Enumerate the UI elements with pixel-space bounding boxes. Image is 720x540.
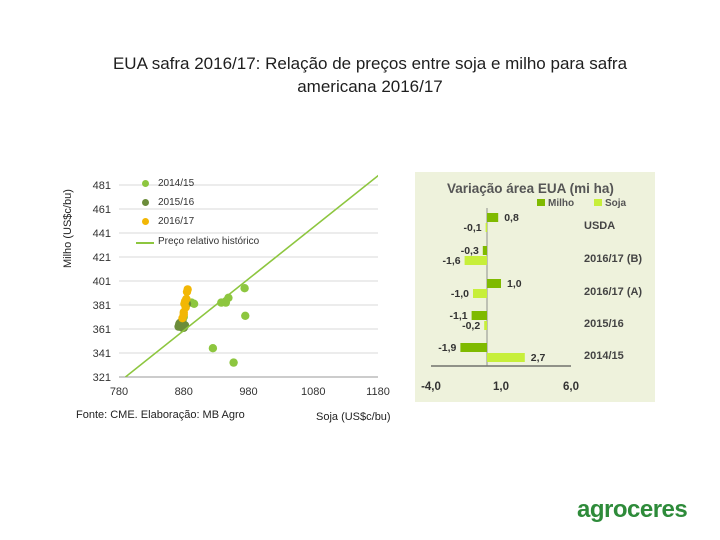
y-tick-label: 361 bbox=[93, 324, 111, 336]
scatter-point-2014-15 bbox=[189, 299, 199, 308]
area-bar-chart: Variação área EUA (mi ha) Milho Soja -4,0 1,… bbox=[415, 172, 655, 402]
x-tick-label: 780 bbox=[110, 386, 128, 398]
y-tick-label: 401 bbox=[93, 276, 111, 288]
agroceres-logo: agroceres bbox=[577, 496, 688, 523]
bar-x-tick-label: 6,0 bbox=[563, 381, 579, 393]
bar-value-label: -0,1 bbox=[464, 222, 482, 234]
bar-chart-title: Variação área EUA (mi ha) bbox=[447, 181, 614, 196]
scatter-plot-area bbox=[124, 174, 378, 377]
y-tick-label: 341 bbox=[93, 348, 111, 360]
scatter-point-2016-17 bbox=[182, 294, 191, 304]
legend-dot-swatch bbox=[142, 218, 149, 225]
scatter-point-2016-17 bbox=[179, 310, 188, 319]
bar-chart-panel bbox=[415, 172, 655, 402]
y-tick-label: 421 bbox=[93, 252, 111, 264]
bar-milho bbox=[460, 343, 487, 352]
bar-value-label: -0,3 bbox=[461, 245, 479, 257]
bar-milho bbox=[487, 213, 499, 222]
legend-dot-swatch bbox=[142, 199, 149, 206]
title-line-2: americana 2016/17 bbox=[297, 77, 443, 96]
bar-value-label: -1,0 bbox=[451, 288, 469, 300]
scatter-x-axis-title: Soja (US$c/bu) bbox=[316, 411, 391, 423]
bar-legend-swatch bbox=[537, 199, 545, 206]
bar-soja bbox=[487, 353, 525, 362]
bar-value-label: -0,2 bbox=[462, 320, 480, 332]
bar-legend-swatch bbox=[594, 199, 602, 206]
bar-milho bbox=[482, 246, 487, 255]
bar-milho bbox=[487, 279, 501, 288]
x-tick-label: 1180 bbox=[366, 386, 390, 398]
bar-value-label: -1,6 bbox=[443, 255, 461, 267]
historical-ratio-line bbox=[124, 174, 378, 377]
scatter-point-2016-17 bbox=[181, 303, 190, 312]
title-line-1: EUA safra 2016/17: Relação de preços ent… bbox=[112, 54, 628, 73]
y-tick-label: 481 bbox=[93, 180, 111, 192]
bar-legend-label: Milho bbox=[548, 198, 574, 209]
bar-x-tick-label: -4,0 bbox=[421, 381, 441, 393]
bar-category-label: USDA bbox=[584, 220, 615, 232]
bar-category-label: 2014/15 bbox=[584, 350, 624, 362]
scatter-point-2014-15 bbox=[208, 344, 218, 353]
y-tick-label: 441 bbox=[93, 228, 111, 240]
x-tick-label: 880 bbox=[175, 386, 193, 398]
legend-label: Preço relativo histórico bbox=[158, 236, 260, 247]
scatter-point-2014-15 bbox=[229, 358, 238, 367]
scatter-point-2014-15 bbox=[241, 311, 250, 320]
legend-label: 2014/15 bbox=[158, 178, 195, 189]
chart-title: EUA safra 2016/17: Relação de preços ent… bbox=[60, 52, 680, 98]
bar-value-label: 0,8 bbox=[504, 212, 519, 224]
bar-soja bbox=[484, 321, 487, 330]
y-tick-label: 321 bbox=[93, 372, 111, 384]
scatter-point-2014-15 bbox=[240, 284, 249, 293]
bar-category-label: 2015/16 bbox=[584, 318, 624, 330]
bar-milho bbox=[471, 311, 487, 320]
source-note: Fonte: CME. Elaboração: MB Agro bbox=[76, 409, 245, 421]
bar-value-label: 2,7 bbox=[531, 352, 546, 364]
bar-category-label: 2016/17 (B) bbox=[584, 253, 642, 265]
bar-legend-label: Soja bbox=[605, 198, 627, 209]
bar-value-label: 1,0 bbox=[507, 278, 522, 290]
bar-category-label: 2016/17 (A) bbox=[584, 286, 642, 298]
legend-label: 2015/16 bbox=[158, 197, 195, 208]
legend-label: 2016/17 bbox=[158, 216, 195, 227]
y-tick-label: 381 bbox=[93, 300, 111, 312]
bar-soja bbox=[485, 223, 488, 232]
y-tick-label: 461 bbox=[93, 204, 111, 216]
scatter-chart: 481 461 441 421 401 381 361 341 321 780 880 980 1080… bbox=[93, 174, 390, 398]
x-tick-label: 980 bbox=[239, 386, 257, 398]
bar-x-tick-label: 1,0 bbox=[493, 381, 509, 393]
bar-soja bbox=[473, 289, 487, 298]
bar-value-label: -1,9 bbox=[438, 342, 456, 354]
bar-soja bbox=[464, 256, 487, 265]
scatter-point-2016-17 bbox=[183, 285, 192, 294]
legend-dot-swatch bbox=[142, 180, 149, 187]
legend-line-swatch bbox=[136, 242, 154, 244]
bar-value-label: -1,1 bbox=[450, 310, 468, 322]
x-tick-label: 1080 bbox=[301, 386, 325, 398]
